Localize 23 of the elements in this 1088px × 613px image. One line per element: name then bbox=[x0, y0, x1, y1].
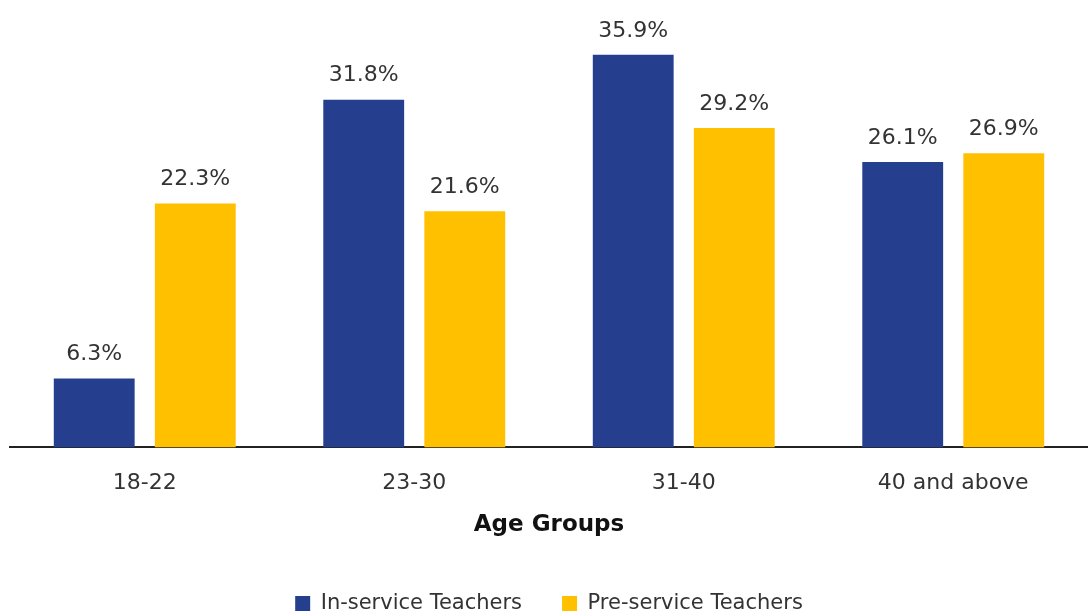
bar bbox=[862, 162, 944, 448]
data-label: 6.3% bbox=[66, 340, 123, 366]
bar bbox=[693, 128, 775, 448]
data-label: 29.2% bbox=[699, 89, 770, 115]
data-label: 21.6% bbox=[429, 172, 500, 198]
bar bbox=[53, 378, 135, 448]
data-label: 26.1% bbox=[867, 123, 938, 149]
x-tick-label: 23-30 bbox=[382, 469, 447, 495]
legend-label: In-service Teachers bbox=[320, 589, 523, 613]
legend-label: Pre-service Teachers bbox=[587, 589, 803, 613]
bar bbox=[323, 99, 405, 448]
data-label: 26.9% bbox=[968, 114, 1039, 140]
data-label: 31.8% bbox=[328, 61, 399, 87]
bar bbox=[424, 211, 506, 448]
bar bbox=[592, 54, 674, 448]
bar bbox=[963, 153, 1045, 448]
data-label: 35.9% bbox=[598, 16, 669, 42]
data-label: 22.3% bbox=[160, 165, 231, 191]
x-axis-title: Age Groups bbox=[473, 510, 625, 537]
x-tick-label: 31-40 bbox=[651, 469, 716, 495]
x-tick-label: 40 and above bbox=[877, 469, 1029, 495]
x-tick-label: 18-22 bbox=[112, 469, 177, 495]
bar bbox=[154, 203, 236, 448]
